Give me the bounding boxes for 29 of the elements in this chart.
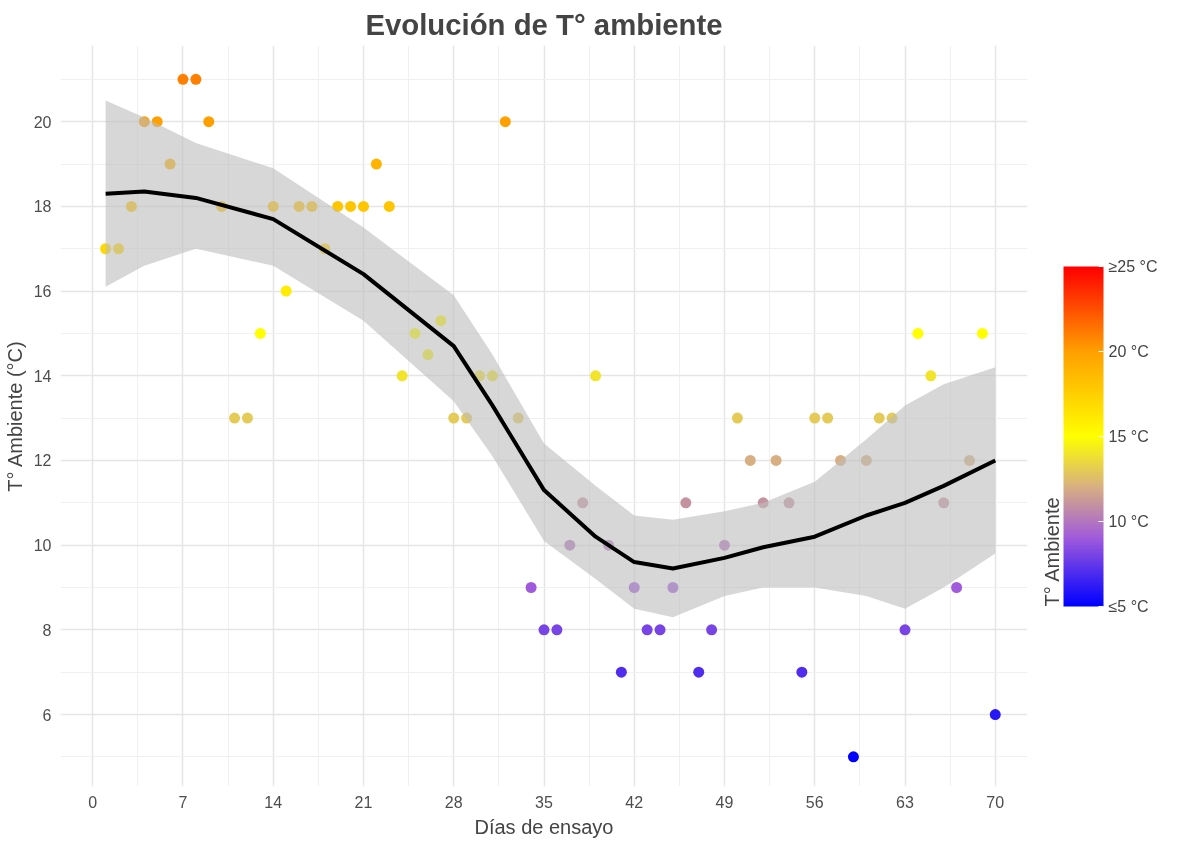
color-bar-label: 10 °C: [1108, 513, 1149, 530]
x-axis-title: Días de ensayo: [474, 815, 614, 838]
x-tick-label: 28: [444, 793, 463, 811]
x-tick-label: 42: [625, 793, 644, 811]
color-bar-label: ≤5 °C: [1108, 598, 1149, 615]
color-bar-label: 15 °C: [1108, 428, 1149, 445]
chart-title: Evolución de T° ambiente: [365, 7, 723, 41]
line-series: [103, 189, 998, 571]
x-tick-label: 7: [178, 793, 188, 811]
x-tick-label: 0: [88, 793, 98, 811]
y-tick-label: 20: [33, 113, 52, 131]
y-tick-label: 18: [33, 198, 52, 216]
x-tick-label: 56: [805, 793, 824, 811]
y-axis-title: T° Ambiente (°C): [3, 341, 26, 492]
x-tick-label: 70: [986, 793, 1005, 811]
y-tick-label: 10: [33, 537, 52, 555]
y-tick-label: 12: [33, 452, 52, 470]
x-tick-label: 63: [896, 793, 915, 811]
color-bar-label: 20 °C: [1108, 343, 1149, 360]
y-tick-label: 8: [42, 621, 52, 639]
y-tick-label: 16: [33, 283, 52, 301]
y-tick-label: 14: [33, 367, 52, 385]
x-tick-label: 14: [264, 793, 283, 811]
x-tick-label: 35: [535, 793, 553, 811]
x-tick-label: 21: [354, 793, 373, 811]
y-tick-label: 6: [42, 706, 52, 724]
color-bar-title: T° Ambiente: [1040, 497, 1063, 607]
x-tick-label: 49: [715, 793, 734, 811]
color-bar-label: ≥25 °C: [1108, 258, 1158, 275]
